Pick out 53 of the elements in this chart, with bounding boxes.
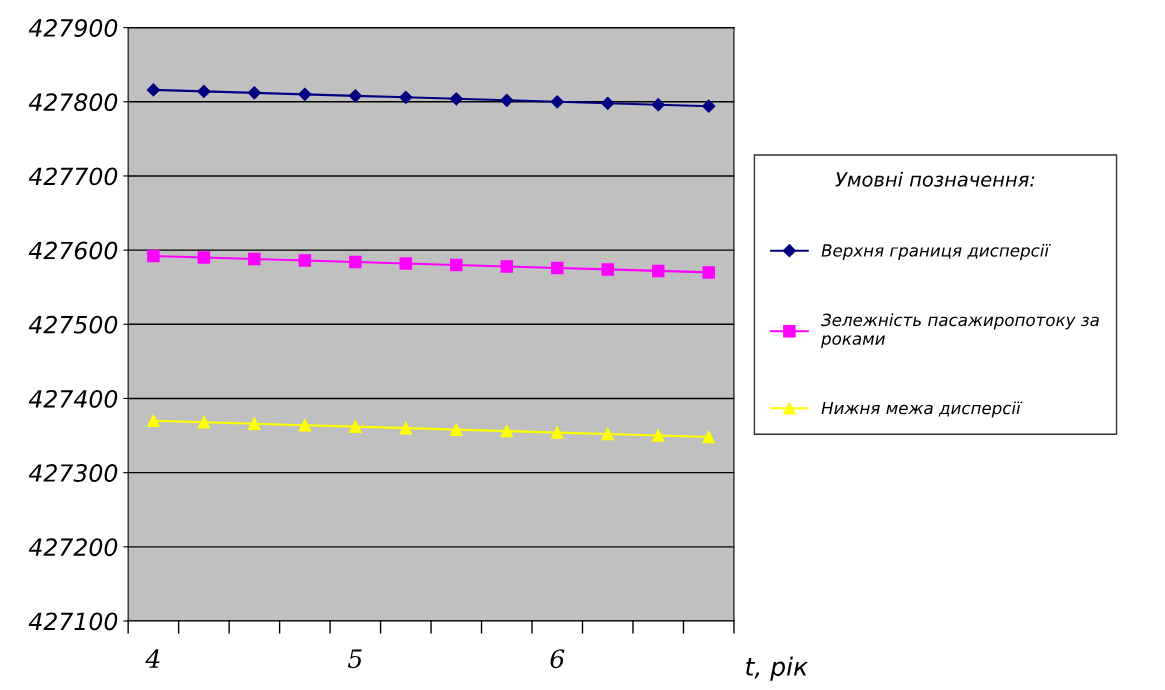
point bbox=[702, 266, 715, 279]
legend-label: Нижня межа дисперсії bbox=[821, 401, 1023, 418]
point bbox=[349, 420, 362, 433]
x-tick-label: 5 bbox=[347, 649, 362, 669]
point bbox=[197, 251, 211, 264]
point bbox=[450, 258, 463, 272]
y-tick-label: 427800 bbox=[28, 93, 118, 112]
point bbox=[399, 257, 413, 270]
legend-label: Зележність пасажиропотоку за роками bbox=[821, 313, 1099, 349]
point bbox=[147, 414, 160, 427]
point bbox=[450, 423, 463, 436]
point bbox=[500, 260, 514, 273]
y-tick-label: 427200 bbox=[28, 538, 118, 557]
x-tick-label: 4 bbox=[145, 649, 160, 668]
point bbox=[601, 96, 615, 110]
point bbox=[399, 90, 413, 104]
point bbox=[146, 83, 160, 97]
point bbox=[601, 263, 614, 276]
point bbox=[197, 84, 211, 98]
point bbox=[298, 418, 312, 432]
point bbox=[551, 261, 564, 275]
point bbox=[449, 92, 463, 106]
point bbox=[349, 255, 362, 269]
y-tick-label: 427300 bbox=[28, 464, 118, 482]
x-axis-title: t, рік bbox=[746, 656, 808, 681]
point bbox=[298, 87, 312, 101]
y-tick-label: 427700 bbox=[28, 167, 118, 186]
legend-title: Умовні позначення: bbox=[835, 171, 1035, 187]
point bbox=[601, 427, 614, 441]
point bbox=[147, 249, 160, 263]
point bbox=[500, 93, 514, 107]
y-tick-label: 427500 bbox=[28, 315, 118, 334]
point bbox=[248, 417, 261, 430]
y-tick-label: 427100 bbox=[28, 612, 118, 631]
y-tick-label: 427900 bbox=[28, 19, 118, 37]
y-tick-label: 427600 bbox=[28, 241, 118, 260]
point bbox=[248, 252, 261, 266]
legend-label: Верхня границя дисперсії bbox=[821, 243, 1051, 260]
point bbox=[702, 99, 716, 113]
x-tick-label: 6 bbox=[550, 649, 565, 669]
point bbox=[298, 254, 312, 267]
point bbox=[500, 424, 514, 438]
point bbox=[651, 264, 665, 278]
point bbox=[702, 430, 715, 444]
point bbox=[247, 86, 261, 100]
point bbox=[651, 429, 665, 442]
point bbox=[197, 415, 211, 429]
point bbox=[399, 421, 413, 435]
point bbox=[550, 95, 564, 109]
point bbox=[551, 426, 564, 439]
point bbox=[348, 89, 362, 103]
y-tick-label: 427400 bbox=[28, 389, 118, 408]
point bbox=[651, 98, 665, 112]
